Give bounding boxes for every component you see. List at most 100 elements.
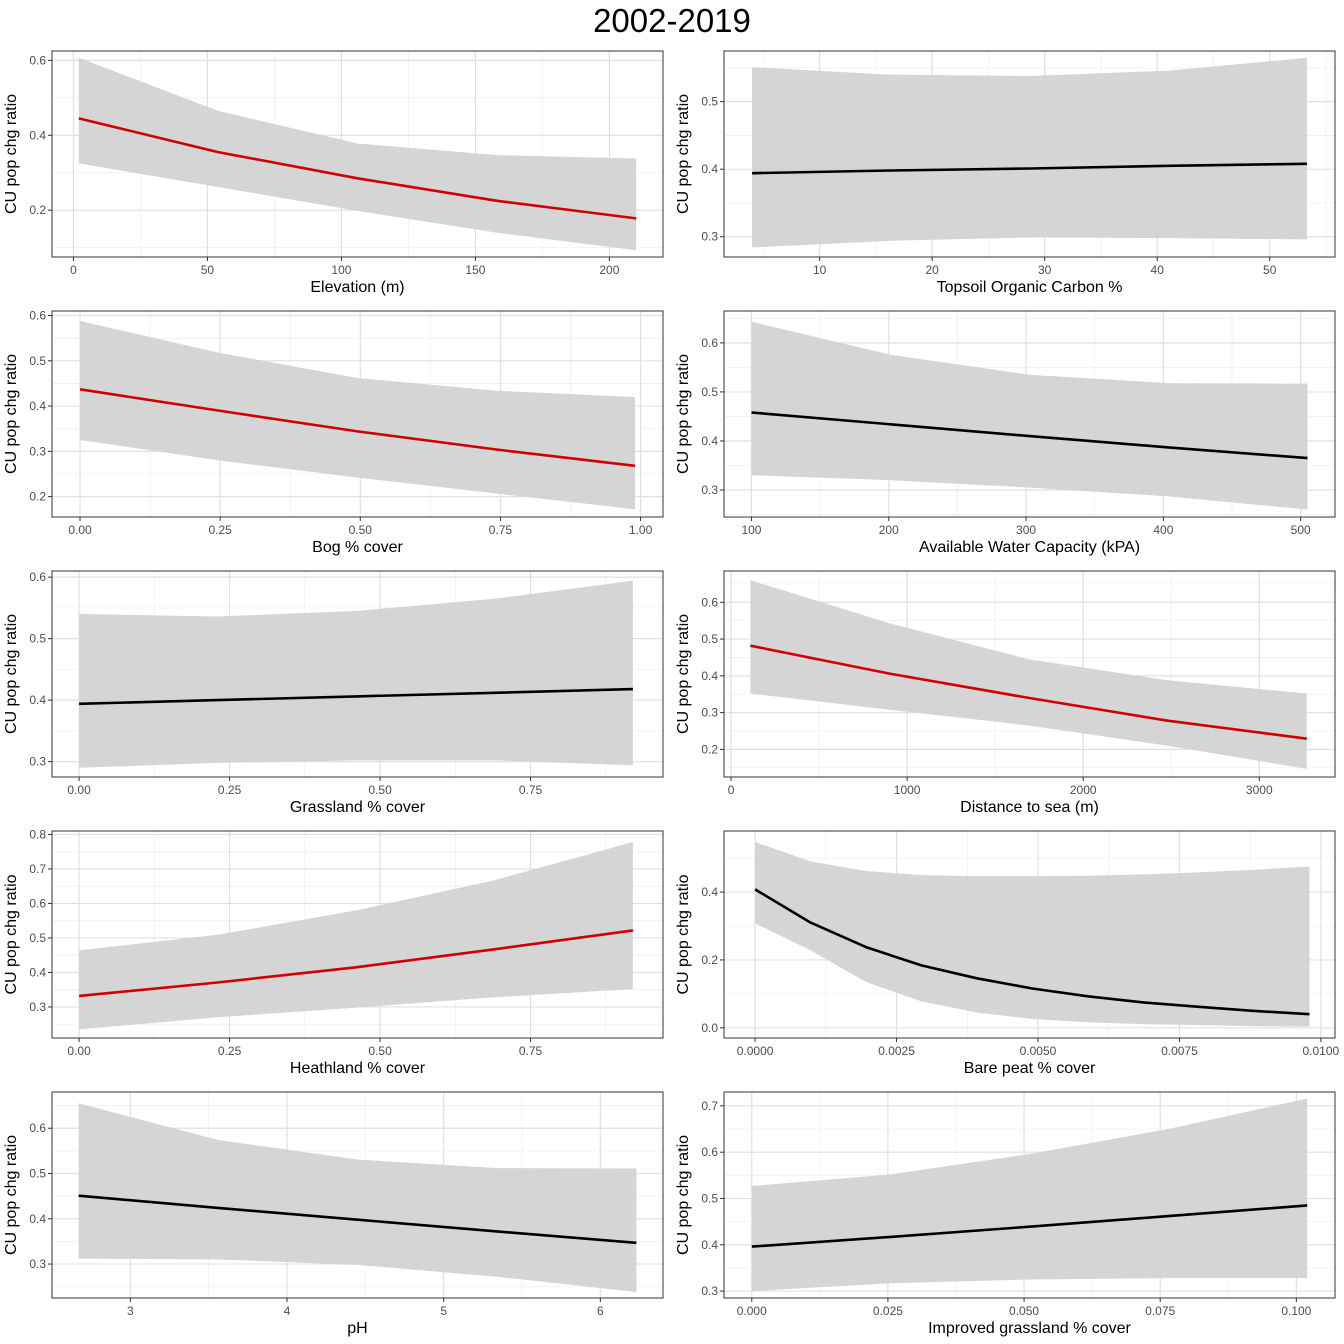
- x-tick-label: 200: [879, 523, 899, 537]
- fitted-line: [79, 687, 633, 706]
- y-axis-title: CU pop chg ratio: [3, 94, 20, 214]
- y-axis-title: CU pop chg ratio: [675, 614, 692, 734]
- fitted-line: [752, 162, 1307, 175]
- fitted-line: [751, 411, 1308, 460]
- chart-panel-5: 0.00 0.25 0.50 0.75 0.3 0.4 0.5 0.6 Grassland % …: [3, 570, 664, 816]
- panel-border: [723, 1091, 1336, 1299]
- x-tick-label: 300: [1016, 523, 1036, 537]
- x-tick-label: 0.25: [218, 1044, 242, 1058]
- x-tick-label: 0.75: [489, 523, 513, 537]
- y-tick-label: 0.3: [29, 1257, 46, 1271]
- fitted-line: [79, 388, 636, 468]
- y-tick-label: 0.4: [29, 965, 46, 979]
- y-tick-label: 0.3: [701, 706, 718, 720]
- x-tick-label: 6: [597, 1304, 604, 1318]
- y-tick-label: 0.7: [701, 1099, 718, 1113]
- panel-border: [723, 50, 1336, 258]
- y-tick-label: 0.4: [701, 434, 718, 448]
- y-tick-label: 0.5: [29, 1166, 46, 1180]
- y-tick-label: 0.3: [29, 755, 46, 769]
- x-axis-title: Grassland % cover: [290, 799, 426, 816]
- x-tick-label: 0.25: [218, 783, 242, 797]
- panel-border: [51, 50, 664, 258]
- y-tick-label: 0.4: [29, 399, 46, 413]
- x-axis-title: Distance to sea (m): [960, 799, 1099, 816]
- chart-panel-10: 0.000 0.025 0.050 0.075 0.100 0.3 0.4 0.5 0.6 0.7…: [675, 1091, 1336, 1337]
- y-tick-label: 0.4: [29, 128, 46, 142]
- y-axis-title: CU pop chg ratio: [675, 94, 692, 214]
- x-tick-label: 1.00: [629, 523, 653, 537]
- x-tick-label: 0.0100: [1303, 1044, 1340, 1058]
- y-tick-label: 0.2: [701, 953, 718, 967]
- x-tick-label: 50: [201, 263, 215, 277]
- y-tick-label: 0.8: [29, 827, 46, 841]
- y-tick-label: 0.6: [29, 1121, 46, 1135]
- confidence-ribbon: [752, 57, 1307, 248]
- chart-panel-9: 3 4 5 6 0.3 0.4 0.5 0.6 pH CU pop chg ratio: [3, 1091, 664, 1337]
- y-tick-label: 0.6: [29, 53, 46, 67]
- chart-panel-3: 0.00 0.25 0.50 0.75 1.00 0.2 0.3 0.4 0.5 0.6 Bog %…: [3, 309, 664, 556]
- chart-panel-7: 0.00 0.25 0.50 0.75 0.3 0.4 0.5 0.6 0.7 0.8 Heathl…: [3, 827, 664, 1077]
- x-tick-label: 0.100: [1281, 1304, 1311, 1318]
- fitted-line: [78, 117, 637, 220]
- y-tick-label: 0.7: [29, 862, 46, 876]
- x-tick-label: 0.0050: [1020, 1044, 1057, 1058]
- fitted-line: [78, 1194, 637, 1245]
- x-axis-title: Bog % cover: [312, 539, 403, 556]
- y-axis-title: CU pop chg ratio: [675, 874, 692, 994]
- y-tick-label: 0.3: [29, 1000, 46, 1014]
- x-tick-label: 3000: [1246, 783, 1273, 797]
- x-tick-label: 10: [813, 263, 827, 277]
- y-tick-label: 0.3: [701, 230, 718, 244]
- x-tick-label: 0.75: [519, 1044, 543, 1058]
- panel-border: [51, 310, 664, 518]
- x-tick-label: 200: [599, 263, 619, 277]
- x-tick-label: 4: [284, 1304, 291, 1318]
- x-tick-label: 1000: [894, 783, 921, 797]
- x-tick-label: 0.0025: [878, 1044, 915, 1058]
- x-tick-label: 100: [331, 263, 351, 277]
- panel-border: [723, 830, 1336, 1039]
- confidence-ribbon: [79, 580, 633, 768]
- confidence-ribbon: [78, 1103, 637, 1293]
- x-tick-label: 3: [127, 1304, 134, 1318]
- y-tick-label: 0.4: [701, 1238, 718, 1252]
- y-tick-label: 0.2: [29, 203, 46, 217]
- y-axis-title: CU pop chg ratio: [675, 354, 692, 474]
- x-axis-title: Bare peat % cover: [964, 1060, 1096, 1077]
- x-tick-label: 0.00: [67, 1044, 91, 1058]
- y-tick-label: 0.5: [701, 95, 718, 109]
- panel-border: [51, 1091, 664, 1299]
- y-tick-label: 0.6: [701, 595, 718, 609]
- x-tick-label: 0.025: [873, 1304, 903, 1318]
- y-tick-label: 0.0: [701, 1021, 718, 1035]
- x-tick-label: 20: [925, 263, 939, 277]
- x-tick-label: 30: [1038, 263, 1052, 277]
- y-tick-label: 0.6: [29, 896, 46, 910]
- y-tick-label: 0.6: [29, 570, 46, 584]
- x-axis-title: Elevation (m): [310, 279, 404, 296]
- x-tick-label: 0.0000: [737, 1044, 774, 1058]
- fitted-line: [750, 644, 1307, 740]
- x-tick-label: 50: [1263, 263, 1277, 277]
- y-tick-label: 0.5: [701, 632, 718, 646]
- x-tick-label: 0.00: [68, 523, 92, 537]
- x-tick-label: 2000: [1070, 783, 1097, 797]
- panel-border: [723, 570, 1336, 778]
- confidence-ribbon: [80, 321, 635, 510]
- chart-panel-4: 100 200 300 400 500 0.3 0.4 0.5 0.6 Available Wat…: [675, 310, 1336, 556]
- x-tick-label: 500: [1291, 523, 1311, 537]
- x-axis-title: Improved grassland % cover: [928, 1320, 1131, 1337]
- y-tick-label: 0.5: [701, 385, 718, 399]
- y-tick-label: 0.4: [701, 162, 718, 176]
- fitted-line: [754, 888, 1310, 1016]
- confidence-ribbon: [78, 57, 637, 251]
- x-tick-label: 100: [741, 523, 761, 537]
- y-axis-title: CU pop chg ratio: [3, 614, 20, 734]
- y-axis-title: CU pop chg ratio: [3, 1135, 20, 1255]
- x-tick-label: 0.0075: [1161, 1044, 1198, 1058]
- fitted-line: [78, 929, 634, 998]
- x-tick-label: 40: [1151, 263, 1165, 277]
- y-tick-label: 0.4: [29, 693, 46, 707]
- x-tick-label: 0.075: [1145, 1304, 1175, 1318]
